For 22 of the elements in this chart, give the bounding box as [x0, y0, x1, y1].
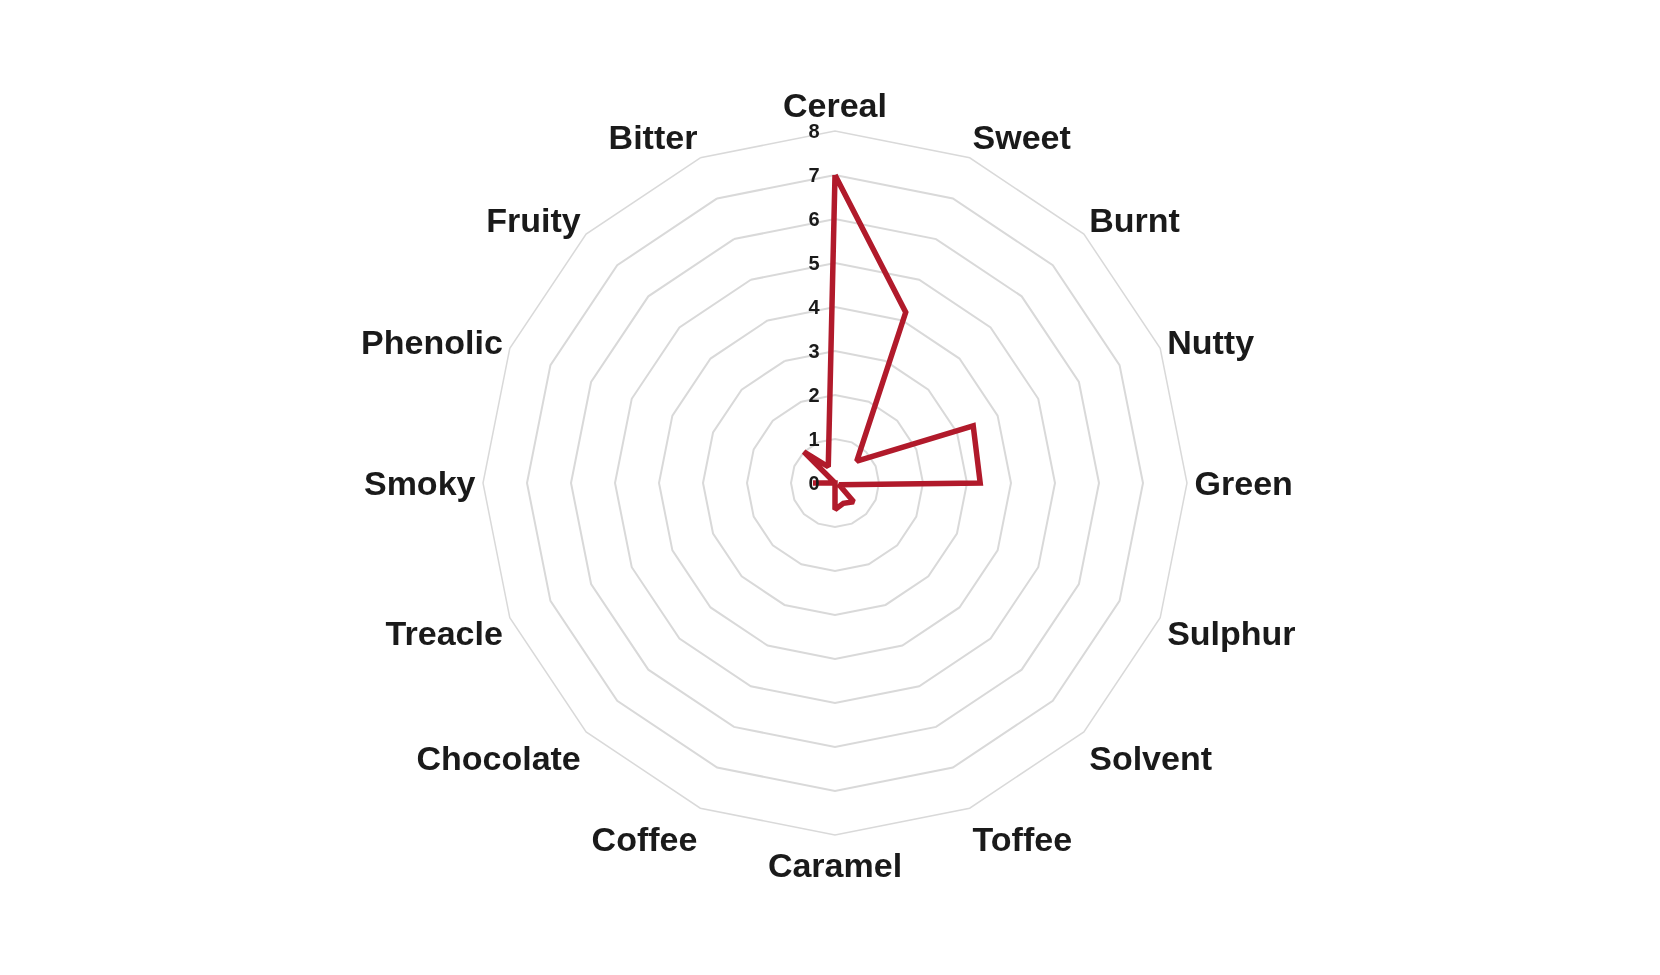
spoke-label: Smoky	[363, 463, 476, 502]
y-tick-label: 1	[808, 427, 820, 450]
spoke-label: Treacle	[385, 613, 503, 652]
spoke-label: Green	[1194, 463, 1293, 502]
spoke-label: Solvent	[1089, 738, 1213, 777]
y-tick-label: 4	[808, 295, 821, 318]
spoke-label: Fruity	[486, 201, 581, 240]
spoke-label: Sweet	[972, 118, 1071, 157]
spoke-label: Caramel	[767, 845, 903, 884]
spoke-label: Burnt	[1089, 201, 1180, 240]
y-tick-label: 3	[808, 339, 820, 362]
spoke-label: Toffee	[972, 820, 1073, 859]
y-tick-label: 2	[808, 383, 820, 406]
spoke-label: Nutty	[1167, 322, 1255, 361]
spoke-label: Sulphur	[1167, 613, 1296, 652]
y-tick-label: 7	[808, 163, 820, 186]
spoke-label: Phenolic	[361, 322, 503, 361]
spoke-label: Coffee	[591, 820, 698, 859]
spoke-label: Bitter	[608, 118, 698, 157]
spoke-label: Chocolate	[416, 738, 581, 777]
y-tick-label: 5	[808, 251, 820, 274]
y-tick-label: 6	[808, 207, 820, 230]
